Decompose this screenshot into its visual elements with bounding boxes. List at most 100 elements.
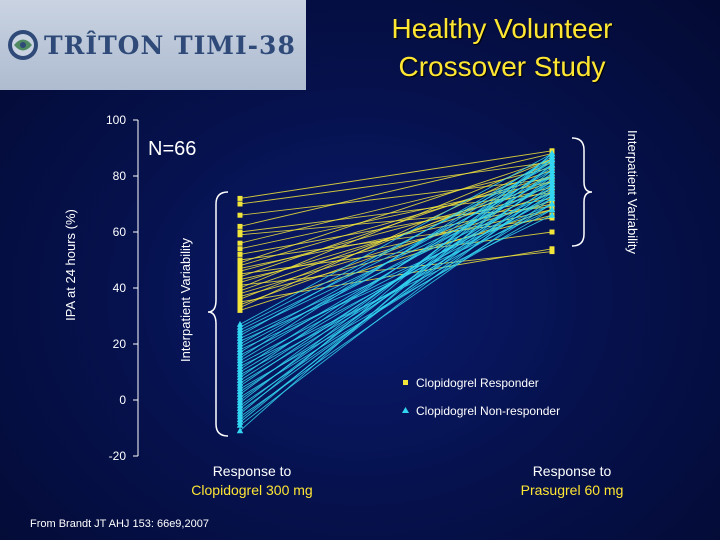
y-tick-label: 100 xyxy=(106,113,126,127)
responder-point xyxy=(237,271,243,277)
subject-line xyxy=(239,181,553,250)
non-responder-point xyxy=(548,150,556,157)
y-tick-label: -20 xyxy=(109,449,127,463)
non-responder-point xyxy=(236,427,244,434)
responder-point xyxy=(237,232,243,238)
responder-point xyxy=(237,223,243,229)
responder-point xyxy=(237,305,243,311)
subject-line xyxy=(239,158,553,289)
subject-line xyxy=(239,164,553,423)
non-responder-point xyxy=(548,189,556,196)
y-tick-label: 40 xyxy=(113,281,127,295)
x-category-prasugrel-line1: Response to xyxy=(533,463,612,479)
legend-responder-marker xyxy=(403,380,408,385)
y-tick-label: 60 xyxy=(113,225,127,239)
subject-line xyxy=(239,153,553,227)
responder-point xyxy=(237,246,243,252)
responder-point xyxy=(237,240,243,246)
y-axis-label: IPA at 24 hours (%) xyxy=(63,209,78,321)
non-responder-point xyxy=(548,172,556,179)
subject-line xyxy=(239,178,553,216)
responder-point xyxy=(237,195,243,201)
x-category-clopidogrel-line1: Response to xyxy=(213,463,292,479)
responder-point xyxy=(549,229,555,235)
non-responder-point xyxy=(236,421,244,428)
non-responder-point xyxy=(548,166,556,173)
responder-point xyxy=(237,291,243,297)
subject-line xyxy=(239,158,553,336)
series-lines xyxy=(239,150,553,432)
y-tick-label: 0 xyxy=(119,393,126,407)
title-line-1: Healthy Volunteer xyxy=(391,13,613,44)
responder-point xyxy=(237,201,243,207)
legend-responder-label: Clopidogrel Responder xyxy=(416,376,539,390)
non-responder-point xyxy=(548,155,556,162)
right-brace xyxy=(571,137,593,247)
subject-line xyxy=(239,150,553,199)
right-brace-label: Interpatient Variability xyxy=(625,130,640,255)
y-tick-label: 80 xyxy=(113,169,127,183)
left-brace-label: Interpatient Variability xyxy=(178,237,193,362)
legend-non-responder-marker xyxy=(402,407,409,413)
responder-point xyxy=(237,293,243,299)
responder-point xyxy=(237,288,243,294)
non-responder-point xyxy=(548,161,556,168)
responder-point xyxy=(237,302,243,308)
y-tick-label: 20 xyxy=(113,337,127,351)
logo-text: TRÎTON TIMI-38 xyxy=(44,30,296,60)
responder-point xyxy=(549,215,555,221)
legend: Clopidogrel Responder Clopidogrel Non-re… xyxy=(402,376,560,418)
non-responder-point xyxy=(548,183,556,190)
series-markers xyxy=(236,148,556,434)
left-brace xyxy=(207,191,229,437)
non-responder-point xyxy=(548,211,556,218)
subject-line xyxy=(239,186,553,426)
subject-line xyxy=(239,203,553,398)
responder-point xyxy=(237,212,243,218)
responder-point xyxy=(237,296,243,302)
subject-line xyxy=(239,153,553,415)
n-label: N=66 xyxy=(148,138,196,160)
responder-point xyxy=(237,251,243,257)
subject-line xyxy=(239,158,553,264)
responder-point xyxy=(549,246,555,252)
subject-line xyxy=(239,195,553,356)
subject-line xyxy=(239,192,553,306)
responder-point xyxy=(237,307,243,313)
y-axis: 100 80 60 40 20 0 -20 xyxy=(106,113,139,463)
subject-line xyxy=(239,153,553,432)
subject-line xyxy=(239,153,553,325)
responder-point xyxy=(549,249,555,255)
subject-line xyxy=(239,164,553,328)
responder-point xyxy=(237,279,243,285)
non-responder-point xyxy=(548,200,556,207)
subject-line xyxy=(239,198,553,418)
subject-line xyxy=(239,161,553,309)
subject-line xyxy=(239,170,553,409)
subject-line xyxy=(239,164,553,395)
responder-point xyxy=(237,274,243,280)
citation: From Brandt JT AHJ 153: 66e9,2007 xyxy=(30,518,209,530)
title-line-2: Crossover Study xyxy=(398,51,606,82)
responder-point xyxy=(237,229,243,235)
responder-point xyxy=(237,282,243,288)
responder-point xyxy=(237,277,243,283)
subject-line xyxy=(239,175,553,267)
subject-line xyxy=(239,156,553,359)
x-category-prasugrel-line2: Prasugrel 60 mg xyxy=(521,482,624,498)
subject-line xyxy=(239,189,553,392)
subject-line xyxy=(239,161,553,205)
slide-title: Healthy Volunteer Crossover Study xyxy=(342,10,662,86)
non-responder-point xyxy=(548,206,556,213)
responder-point xyxy=(237,299,243,305)
triton-timi-logo: TRÎTON TIMI-38 xyxy=(0,0,306,90)
non-responder-point xyxy=(548,194,556,201)
responder-point xyxy=(237,257,243,263)
responder-point xyxy=(237,285,243,291)
responder-point xyxy=(237,265,243,271)
responder-point xyxy=(237,263,243,269)
triton-emblem-icon xyxy=(8,30,38,60)
x-category-clopidogrel-line2: Clopidogrel 300 mg xyxy=(191,482,312,498)
subject-line xyxy=(239,209,553,281)
